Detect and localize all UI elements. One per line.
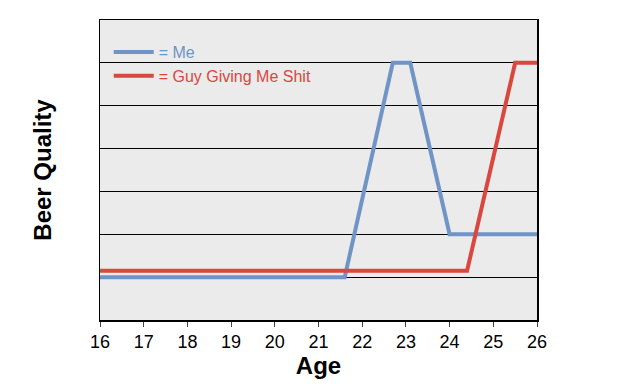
svg-text:21: 21 (308, 332, 328, 352)
svg-text:Beer Quality: Beer Quality (29, 99, 56, 241)
svg-text:19: 19 (221, 332, 241, 352)
svg-text:25: 25 (483, 332, 503, 352)
svg-text:= Guy Giving Me Shit: = Guy Giving Me Shit (159, 68, 311, 85)
svg-text:Age: Age (296, 352, 341, 379)
svg-text:18: 18 (177, 332, 197, 352)
svg-text:24: 24 (440, 332, 460, 352)
svg-text:16: 16 (90, 332, 110, 352)
svg-text:= Me: = Me (159, 44, 195, 61)
svg-text:23: 23 (396, 332, 416, 352)
svg-text:22: 22 (352, 332, 372, 352)
svg-text:26: 26 (527, 332, 547, 352)
svg-text:17: 17 (134, 332, 154, 352)
svg-text:20: 20 (265, 332, 285, 352)
